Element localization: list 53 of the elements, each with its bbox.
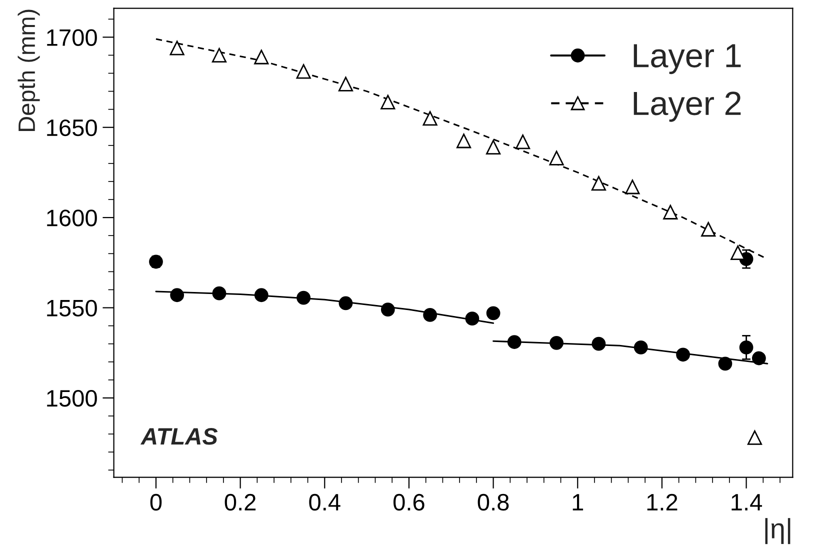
point [486,140,501,155]
point [591,176,606,191]
point [212,48,227,63]
point [296,290,311,305]
point [739,340,754,354]
annotation: ATLAS [140,428,218,445]
point [625,180,640,194]
point [507,335,522,349]
y-tick-label: 1500 [47,390,97,407]
y-axis-title: Depth (mm) [18,10,40,132]
point [592,336,606,351]
legend-label: Layer 1 [634,44,741,74]
x-tick-label: 0 [150,494,162,511]
point [296,64,311,79]
line-series [155,290,494,324]
point [747,430,762,445]
point [456,134,472,148]
point [170,288,184,302]
point [549,150,564,166]
point [718,356,732,371]
x-tick-label: 1 [572,494,584,510]
point [663,204,678,220]
point [423,308,437,322]
x-tick-label: 0.4 [309,494,340,511]
point [676,348,690,362]
point [701,222,716,237]
point [752,351,766,366]
point [212,286,226,300]
x-axis-title: |η| [765,518,790,544]
point [465,312,480,326]
y-tick-label: 1600 [47,210,97,226]
y-tick-label: 1650 [47,119,97,136]
y-tick-label: 1700 [47,29,97,46]
x-tick-label: 0.8 [478,494,509,511]
point [338,76,354,92]
x-tick-label: 1.2 [647,494,678,510]
x-tick-label: 1.4 [732,494,762,510]
x-tick-label: 0.2 [224,494,256,511]
point [516,134,530,150]
point [550,336,564,350]
y-tick-label: 1550 [47,300,97,317]
point [730,245,746,260]
point [380,94,396,110]
legend-label: Layer 2 [634,92,741,122]
point [254,50,269,64]
point [170,40,184,56]
point [634,340,648,354]
point [254,288,268,302]
point [486,306,500,320]
x-tick-label: 0.6 [393,494,424,511]
point [380,302,395,316]
point [338,296,353,310]
point [422,111,438,126]
